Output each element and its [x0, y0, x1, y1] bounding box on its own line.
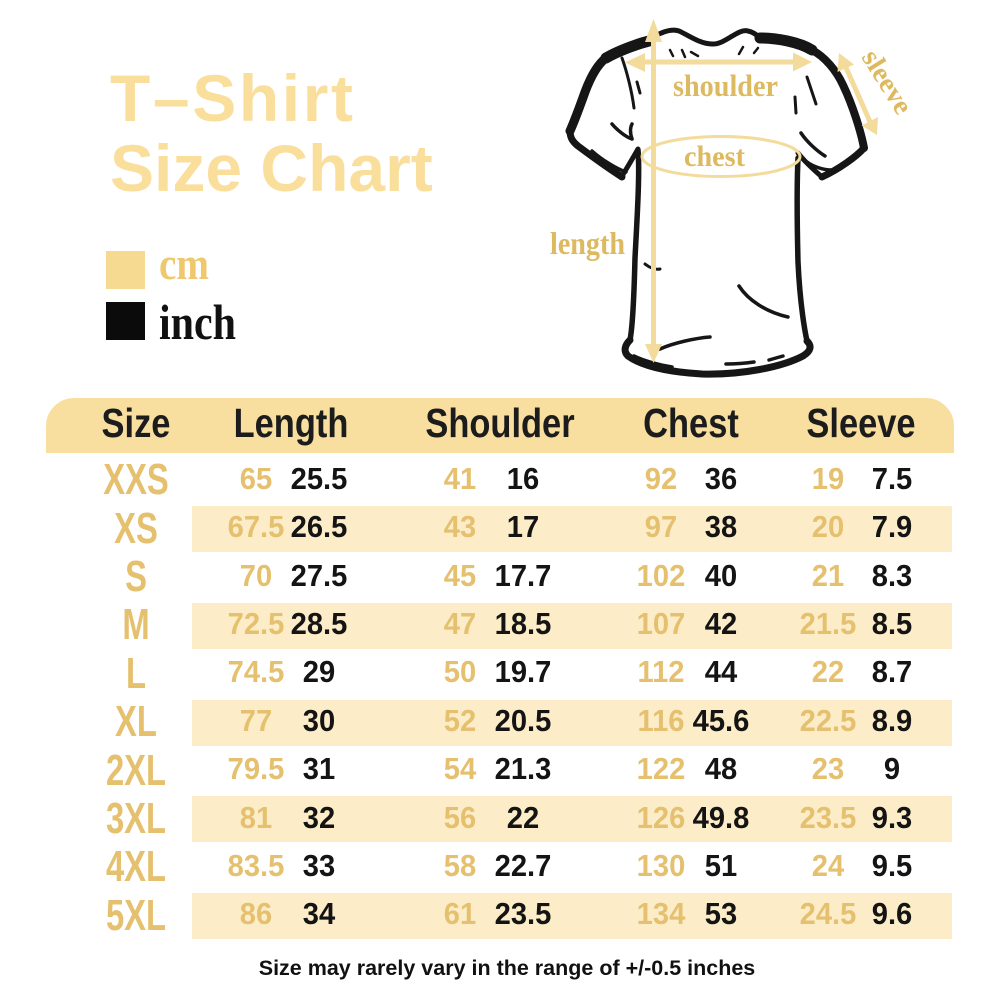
svg-text:shoulder: shoulder: [673, 68, 778, 103]
svg-text:length: length: [550, 226, 625, 261]
svg-text:chest: chest: [684, 140, 745, 173]
